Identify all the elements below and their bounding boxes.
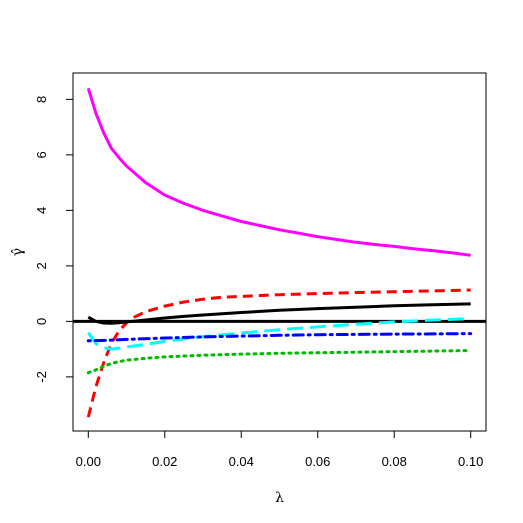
x-tick-label: 0.08: [382, 454, 407, 469]
y-axis-title: γ̂: [10, 248, 26, 256]
series-layer: [73, 87, 486, 418]
plot-frame: [72, 72, 487, 432]
y-tick-label: 6: [34, 151, 49, 158]
series-line-3: [87, 302, 471, 325]
x-tick-label: 0.10: [458, 454, 483, 469]
y-tick-label: 8: [34, 96, 49, 103]
x-axis: 0.00 0.02 0.04 0.06 0.08 0.10: [76, 430, 483, 469]
series-line-5: [86, 332, 473, 343]
x-tick-label: 0.02: [152, 454, 177, 469]
y-tick-label: 0: [34, 318, 49, 325]
x-tick-label: 0.06: [305, 454, 330, 469]
series-line-1: [86, 87, 471, 257]
x-tick-label: 0.00: [76, 454, 101, 469]
x-axis-title: λ: [275, 490, 284, 506]
y-tick-label: -2: [34, 371, 49, 383]
series-line-6: [86, 349, 473, 375]
y-tick-label: 4: [34, 207, 49, 214]
x-tick-label: 0.04: [229, 454, 254, 469]
y-axis: -2 0 2 4 6 8: [34, 96, 74, 383]
series-line-2: [86, 288, 471, 418]
series-line-4: [87, 317, 471, 351]
y-tick-label: 2: [34, 262, 49, 269]
